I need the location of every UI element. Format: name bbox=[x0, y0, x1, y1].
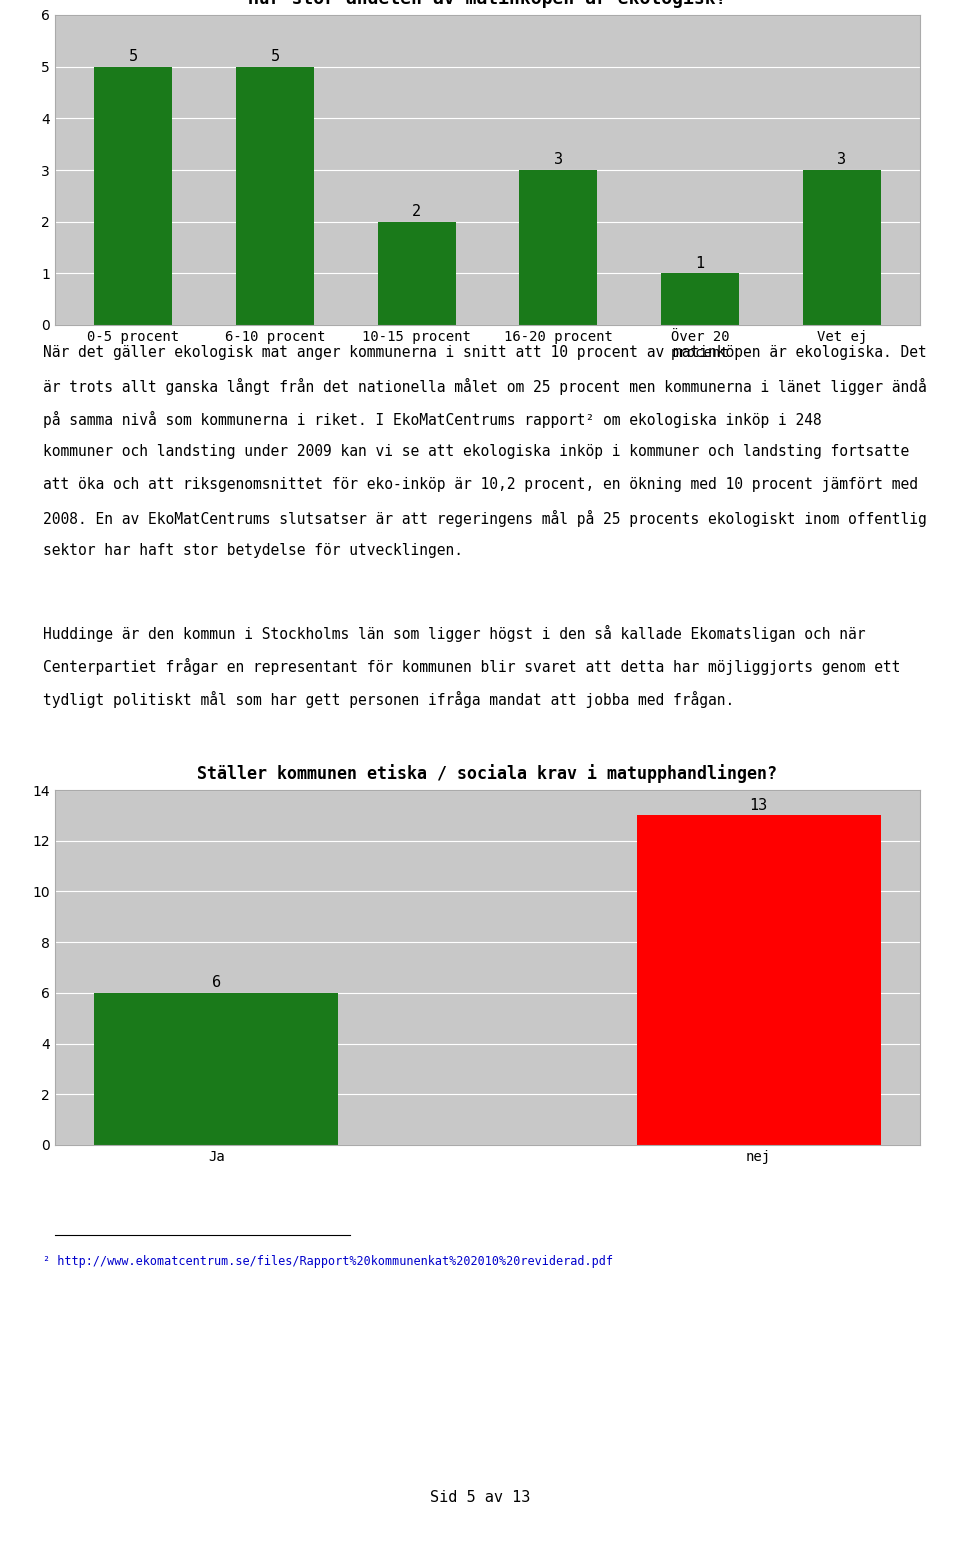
Text: 5: 5 bbox=[271, 50, 279, 64]
Text: sektor har haft stor betydelse för utvecklingen.: sektor har haft stor betydelse för utvec… bbox=[43, 543, 463, 559]
Bar bbox=[661, 274, 739, 325]
Text: Centerpartiet frågar en representant för kommunen blir svaret att detta har möjl: Centerpartiet frågar en representant för… bbox=[43, 658, 900, 675]
Text: på samma nivå som kommunerna i riket. I EkoMatCentrums rapport² om ekologiska in: på samma nivå som kommunerna i riket. I … bbox=[43, 411, 822, 428]
Text: att öka och att riksgenomsnittet för eko-inköp är 10,2 procent, en ökning med 10: att öka och att riksgenomsnittet för eko… bbox=[43, 478, 918, 492]
Text: 6: 6 bbox=[212, 976, 221, 990]
Text: När det gäller ekologisk mat anger kommunerna i snitt att 10 procent av matinköp: När det gäller ekologisk mat anger kommu… bbox=[43, 345, 927, 359]
Text: 3: 3 bbox=[837, 152, 847, 168]
Bar bbox=[236, 67, 314, 325]
Bar bbox=[519, 170, 597, 325]
Text: 2: 2 bbox=[412, 204, 421, 219]
Text: 5: 5 bbox=[129, 50, 138, 64]
Text: kommuner och landsting under 2009 kan vi se att ekologiska inköp i kommuner och : kommuner och landsting under 2009 kan vi… bbox=[43, 443, 909, 459]
Text: 1: 1 bbox=[695, 255, 705, 271]
Title: Ställer kommunen etiska / sociala krav i matupphandlingen?: Ställer kommunen etiska / sociala krav i… bbox=[198, 764, 778, 783]
Text: 3: 3 bbox=[554, 152, 563, 168]
Bar bbox=[94, 67, 172, 325]
Bar bbox=[94, 993, 338, 1145]
Text: ² http://www.ekomatcentrum.se/files/Rapport%20kommunenkat%202010%20reviderad.pdf: ² http://www.ekomatcentrum.se/files/Rapp… bbox=[43, 1256, 613, 1268]
Text: tydligt politiskt mål som har gett personen ifråga mandat att jobba med frågan.: tydligt politiskt mål som har gett perso… bbox=[43, 691, 734, 708]
Text: 2008. En av EkoMatCentrums slutsatser är att regeringens mål på 25 procents ekol: 2008. En av EkoMatCentrums slutsatser är… bbox=[43, 510, 927, 527]
Bar bbox=[636, 815, 880, 1145]
Text: Sid 5 av 13: Sid 5 av 13 bbox=[430, 1491, 530, 1505]
Text: 13: 13 bbox=[750, 798, 768, 812]
Title: Hur stor andelen av matinköpen är ekologisk?: Hur stor andelen av matinköpen är ekolog… bbox=[249, 0, 727, 8]
Bar bbox=[803, 170, 880, 325]
Bar bbox=[377, 221, 456, 325]
Text: är trots allt ganska långt från det nationella målet om 25 procent men kommunern: är trots allt ganska långt från det nati… bbox=[43, 378, 927, 395]
Text: Huddinge är den kommun i Stockholms län som ligger högst i den så kallade Ekomat: Huddinge är den kommun i Stockholms län … bbox=[43, 626, 866, 643]
